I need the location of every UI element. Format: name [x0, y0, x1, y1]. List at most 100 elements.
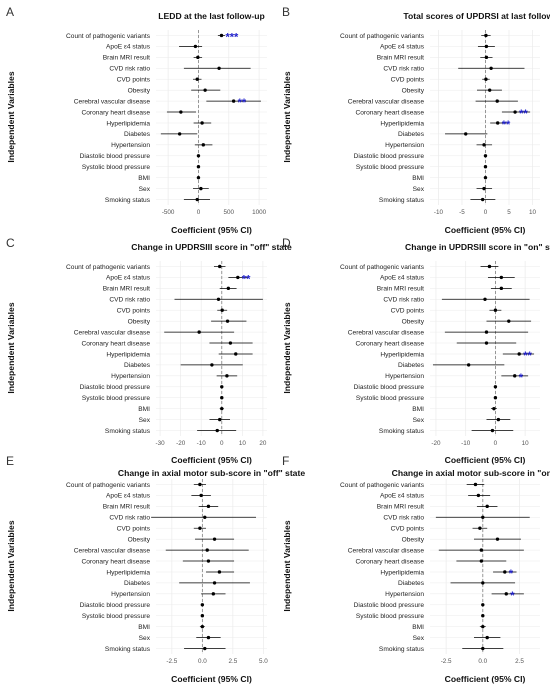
xtick-label: 5 — [507, 209, 511, 216]
point-estimate — [483, 154, 488, 158]
point-estimate — [464, 132, 468, 136]
point-estimate — [216, 297, 221, 301]
xtick-label: 0 — [494, 440, 498, 447]
point-estimate — [484, 341, 489, 345]
panel-letter: F — [282, 454, 289, 468]
ytick-label: Cerebral vascular disease — [74, 547, 151, 554]
panel-title: Change in UPDRSIII score in "on" state — [405, 242, 550, 252]
ytick-label: BMI — [412, 175, 424, 182]
xtick-label: 0.0 — [198, 658, 207, 665]
ytick-label: Smoking status — [379, 646, 425, 653]
panel-title: Change in axial motor sub-score in "off"… — [118, 468, 305, 478]
panel-letter: E — [6, 454, 14, 468]
ytick-label: Systolic blood pressure — [356, 164, 425, 171]
panel-d: D Change in UPDRSIII score in "on" state C… — [282, 236, 550, 465]
point-estimate — [201, 143, 206, 147]
point-estimate — [483, 175, 488, 180]
ytick-label: Hypertension — [111, 373, 150, 380]
ytick-label: CVD risk ratio — [383, 515, 424, 522]
ytick-label: Smoking status — [379, 197, 425, 204]
point-estimate — [210, 363, 214, 367]
y-axis-title: Independent Variables — [6, 302, 16, 393]
point-estimate — [473, 482, 478, 487]
ytick-label: BMI — [138, 406, 150, 413]
point-estimate — [211, 592, 216, 596]
ytick-label: Hyperlipidemia — [380, 120, 424, 127]
point-estimate — [481, 515, 485, 519]
point-estimate — [478, 526, 482, 530]
ytick-label: ApoE ε4 status — [380, 493, 425, 500]
xtick-label: -20 — [431, 440, 441, 447]
ytick-label: CVD points — [117, 526, 151, 533]
ytick-label: Count of pathogenic variants — [340, 33, 425, 40]
panel-title: Change in axial motor sub-score in "on" … — [392, 468, 550, 478]
point-estimate — [484, 33, 488, 38]
ytick-label: Cerebral vascular disease — [74, 329, 151, 336]
ytick-label: ApoE ε4 status — [106, 275, 151, 282]
ytick-label: Smoking status — [105, 197, 151, 204]
ytick-label: Obesity — [402, 318, 425, 325]
y-axis-title: Independent Variables — [282, 71, 292, 162]
ytick-label: Hypertension — [385, 373, 424, 380]
ytick-label: Hyperlipidemia — [106, 569, 150, 576]
ytick-label: Brain MRI result — [103, 504, 150, 511]
point-estimate — [503, 570, 507, 574]
point-estimate — [199, 493, 203, 498]
significance-marker: *** — [226, 31, 240, 43]
x-axis-title: Coefficient (95% CI) — [445, 455, 526, 465]
point-estimate — [220, 385, 224, 389]
xtick-label: -2.5 — [166, 658, 177, 665]
xtick-label: 0.0 — [478, 658, 487, 665]
panel-title: Change in UPDRSIII score in "off" state — [131, 242, 292, 252]
point-estimate — [220, 308, 224, 312]
point-estimate — [203, 646, 207, 651]
panel-e: E Change in axial motor sub-score in "off… — [6, 454, 305, 684]
ytick-label: CVD risk ratio — [109, 66, 150, 73]
significance-marker: ** — [523, 350, 532, 362]
ytick-label: Count of pathogenic variants — [66, 264, 151, 271]
ytick-label: Diabetes — [398, 362, 425, 369]
point-estimate — [193, 44, 198, 49]
point-estimate — [479, 559, 484, 563]
ytick-label: CVD risk ratio — [109, 515, 150, 522]
ytick-label: Diabetes — [398, 131, 425, 138]
y-axis-title: Independent Variables — [6, 520, 16, 611]
ytick-label: CVD points — [391, 77, 425, 84]
ytick-label: CVD risk ratio — [383, 66, 424, 73]
ytick-label: Hypertension — [385, 591, 424, 598]
ytick-label: Cerebral vascular disease — [74, 98, 151, 105]
point-estimate — [517, 352, 521, 356]
point-estimate — [200, 614, 205, 618]
x-axis-title: Coefficient (95% CI) — [171, 674, 252, 684]
xtick-label: -10 — [461, 440, 471, 447]
point-estimate — [488, 88, 492, 92]
point-estimate — [493, 308, 498, 312]
point-estimate — [217, 570, 222, 574]
y-axis-title: Independent Variables — [6, 71, 16, 162]
ytick-label: Sex — [139, 186, 151, 193]
xtick-label: 10 — [239, 440, 247, 447]
ytick-label: Hypertension — [111, 591, 150, 598]
ytick-label: BMI — [138, 624, 150, 631]
point-estimate — [226, 286, 231, 291]
point-estimate — [493, 396, 498, 400]
ytick-label: ApoE ε4 status — [106, 44, 151, 51]
point-estimate — [482, 186, 486, 191]
xtick-label: -20 — [176, 440, 186, 447]
ytick-label: Brain MRI result — [377, 286, 424, 293]
point-estimate — [485, 635, 489, 640]
ytick-label: Systolic blood pressure — [356, 613, 425, 620]
ytick-label: Sex — [413, 417, 425, 424]
ytick-label: Diastolic blood pressure — [80, 384, 151, 391]
ytick-label: Sex — [413, 186, 425, 193]
point-estimate — [212, 581, 217, 585]
ytick-label: CVD points — [391, 526, 425, 533]
ytick-label: Smoking status — [105, 646, 151, 653]
ytick-label: Systolic blood pressure — [82, 613, 151, 620]
ytick-label: Systolic blood pressure — [82, 395, 151, 402]
point-estimate — [228, 341, 233, 345]
xtick-label: -5 — [459, 209, 465, 216]
ytick-label: Hyperlipidemia — [106, 120, 150, 127]
ytick-label: ApoE ε4 status — [380, 275, 425, 282]
